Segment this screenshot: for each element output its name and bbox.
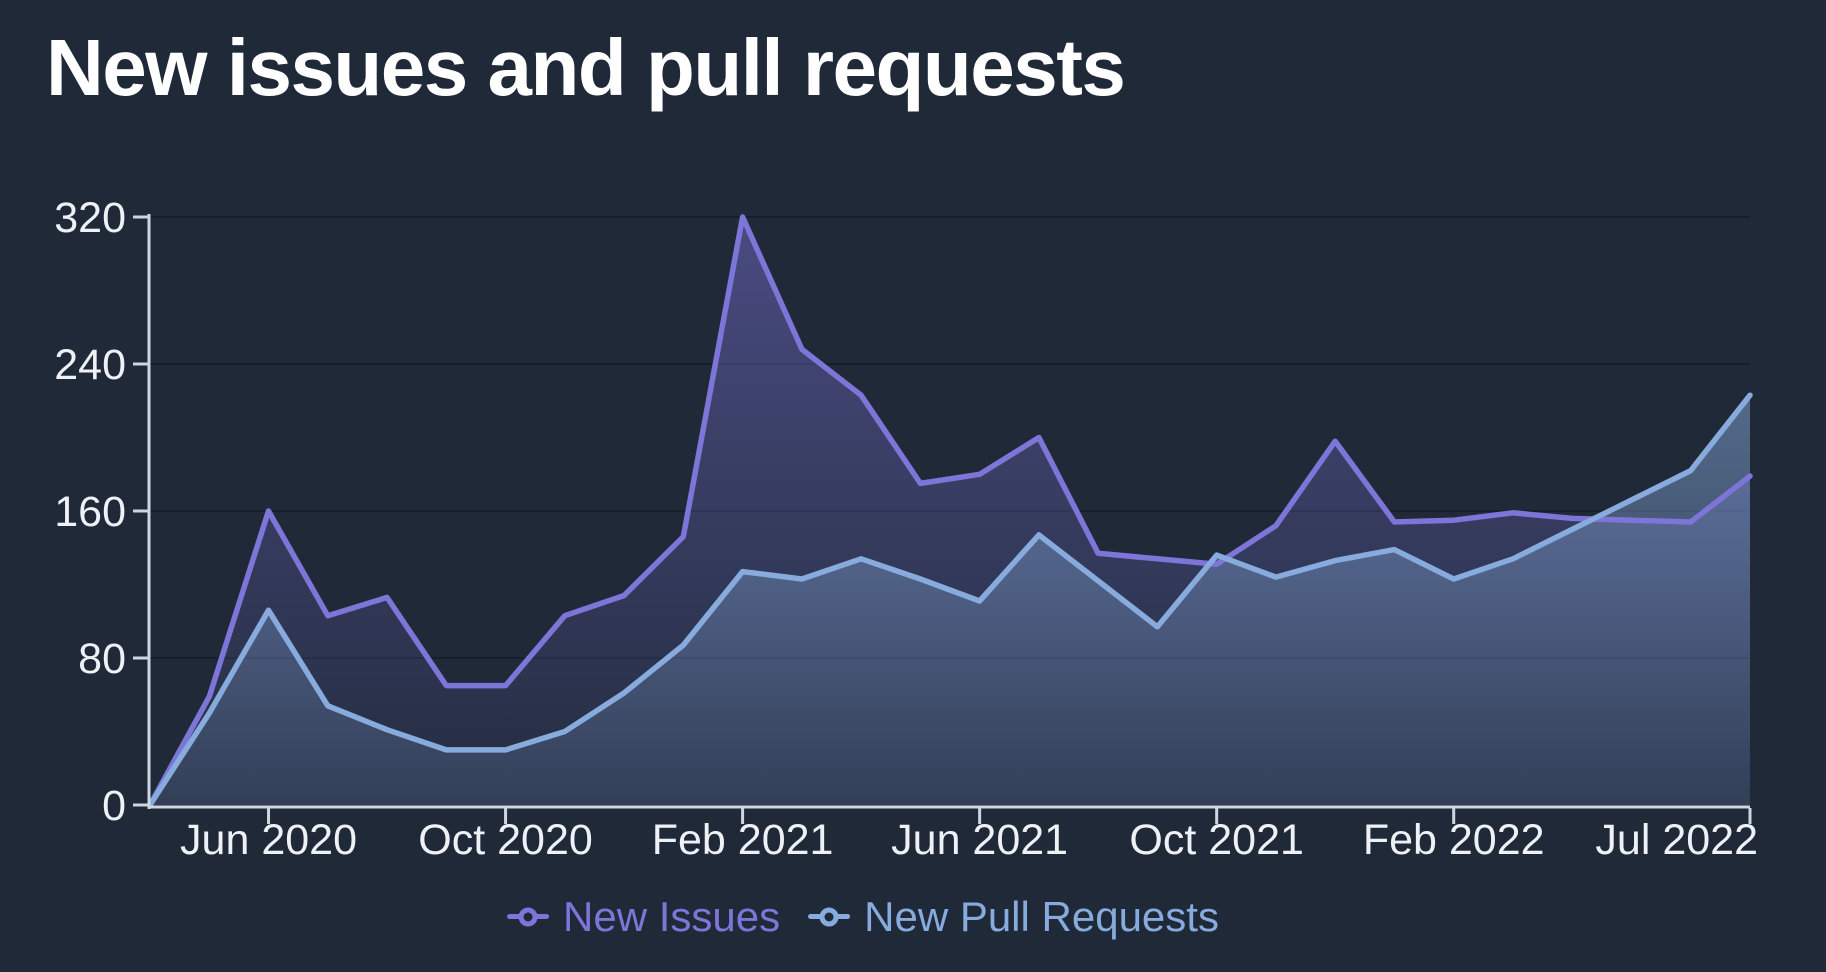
legend-line-circle-icon <box>507 907 550 927</box>
x-tick-label: Feb 2022 <box>1363 816 1545 864</box>
series-area-new-pull-requests <box>150 395 1750 805</box>
x-axis: Jun 2020 Oct 2020 Feb 2021 Jun 2021 Oct 2021… <box>148 805 1758 864</box>
series-line-new-pull-requests[interactable] <box>147 392 1753 808</box>
x-tick-label: Jul 2022 <box>1595 816 1758 864</box>
y-tick-label: 0 <box>102 782 126 830</box>
y-axis: 0 80 160 240 320 <box>54 194 151 830</box>
legend: New Issues New Pull Requests <box>507 893 1219 941</box>
series-line-new-issues[interactable] <box>147 214 1753 808</box>
y-tick-label: 160 <box>54 488 126 536</box>
x-tick-label: Oct 2021 <box>1129 816 1304 864</box>
legend-item-new-issues[interactable]: New Issues <box>507 893 780 941</box>
y-tick-label: 240 <box>54 341 126 389</box>
y-tick-label: 320 <box>54 194 126 242</box>
x-tick-label: Jun 2021 <box>891 816 1068 864</box>
legend-line-circle-icon <box>808 907 851 927</box>
legend-label: New Issues <box>563 893 781 940</box>
chart-title: New issues and pull requests <box>46 23 1126 112</box>
x-tick-label: Feb 2021 <box>652 816 834 864</box>
x-tick-label: Jun 2020 <box>180 816 357 864</box>
x-tick-label: Oct 2020 <box>418 816 593 864</box>
legend-item-new-pull-requests[interactable]: New Pull Requests <box>808 893 1219 941</box>
legend-label: New Pull Requests <box>864 893 1219 940</box>
y-tick-label: 80 <box>78 635 126 683</box>
